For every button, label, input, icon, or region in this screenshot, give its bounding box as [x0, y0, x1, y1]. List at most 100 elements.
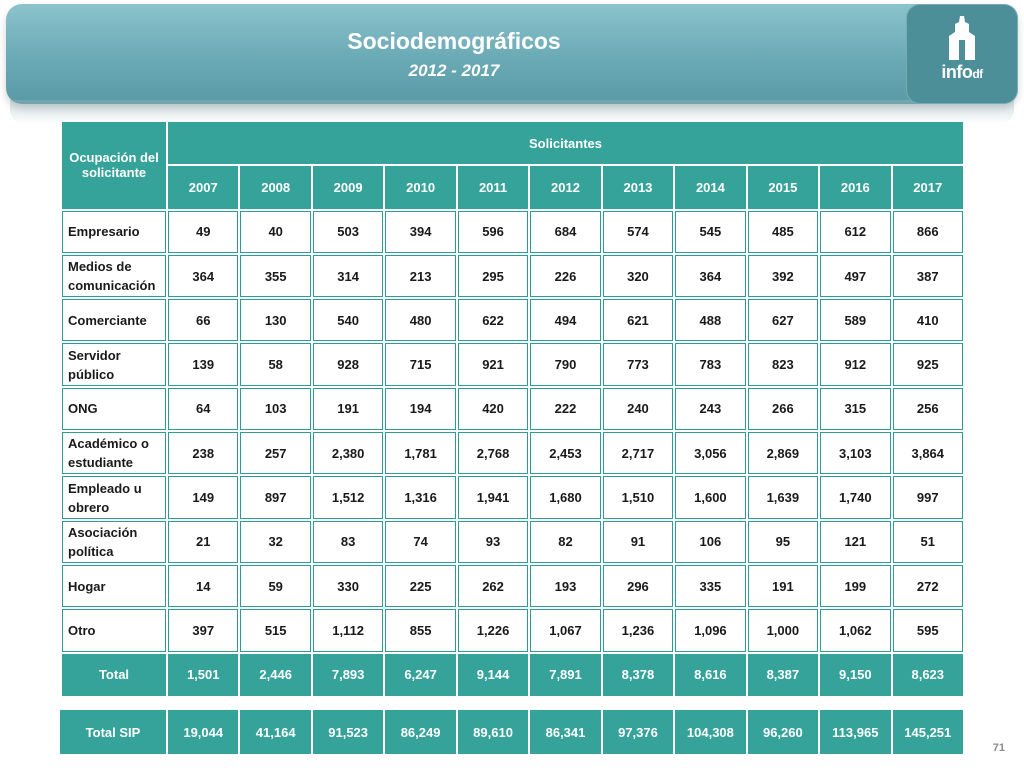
table-cell: 315 — [820, 387, 891, 431]
table-cell: 256 — [892, 387, 963, 431]
table-cell: 66 — [168, 299, 239, 342]
table-cell: 364 — [675, 254, 746, 298]
total-sip-cell: 86,249 — [385, 710, 456, 754]
table-cell: 1,067 — [530, 609, 601, 652]
table-cell: 106 — [675, 520, 746, 563]
group-header: Solicitantes — [168, 122, 963, 165]
table-cell: 272 — [892, 564, 963, 608]
table-cell: 485 — [747, 210, 819, 253]
table-cell: 2,768 — [457, 432, 529, 475]
table-cell: 855 — [385, 609, 456, 652]
table-cell: 103 — [240, 387, 311, 431]
row-label: Comerciante — [62, 299, 166, 342]
table-cell: 320 — [602, 254, 674, 298]
table-cell: 257 — [240, 432, 311, 475]
row-label: Empresario — [62, 210, 166, 253]
table-row: ONG 64 103 191 194 420 222 240 243 266 315 256 — [62, 387, 963, 431]
table-cell: 1,316 — [385, 476, 456, 519]
table-cell: 355 — [240, 254, 311, 298]
table-cell: 997 — [892, 476, 963, 519]
table-row: Académico o estudiante 238 257 2,380 1,781 2,… — [62, 432, 963, 475]
table-cell: 49 — [168, 210, 239, 253]
table-cell: 1,781 — [385, 432, 456, 475]
total-cell: 7,893 — [312, 653, 384, 696]
table-cell: 1,639 — [747, 476, 819, 519]
table-cell: 64 — [168, 387, 239, 431]
table-cell: 314 — [312, 254, 384, 298]
stub-header: Ocupación del solicitante — [62, 122, 166, 209]
total-cell: 9,144 — [457, 653, 529, 696]
total-sip-cell: 86,341 — [530, 710, 601, 754]
table-cell: 51 — [892, 520, 963, 563]
table-cell: 1,062 — [820, 609, 891, 652]
total-sip-cell: 104,308 — [675, 710, 746, 754]
logo-wordmark: infodf — [941, 62, 983, 82]
total-sip-cell: 91,523 — [312, 710, 384, 754]
table-cell: 1,226 — [457, 609, 529, 652]
table-cell: 480 — [385, 299, 456, 342]
table-cell: 410 — [892, 299, 963, 342]
table-cell: 32 — [240, 520, 311, 563]
table-row: Comerciante 66 130 540 480 622 494 621 488 627 589… — [62, 299, 963, 342]
table-cell: 2,869 — [747, 432, 819, 475]
total-row: Total 1,501 2,446 7,893 6,247 9,144 7,891 8,378… — [62, 653, 963, 696]
total-sip-cell: 19,044 — [168, 710, 239, 754]
table-cell: 226 — [530, 254, 601, 298]
total-cell: 6,247 — [385, 653, 456, 696]
table-cell: 240 — [602, 387, 674, 431]
table-cell: 21 — [168, 520, 239, 563]
total-cell: 8,387 — [747, 653, 819, 696]
table-cell: 392 — [747, 254, 819, 298]
table-cell: 612 — [820, 210, 891, 253]
monument-icon — [949, 16, 975, 60]
table-cell: 2,453 — [530, 432, 601, 475]
year-header-row: 2007 2008 2009 2010 2011 2012 2013 2014 2015 2016… — [62, 166, 963, 209]
year-header: 2017 — [892, 166, 963, 209]
total-sip-cell: 113,965 — [820, 710, 891, 754]
table-cell: 684 — [530, 210, 601, 253]
total-sip-cell: 41,164 — [240, 710, 311, 754]
table-cell: 296 — [602, 564, 674, 608]
table-cell: 790 — [530, 343, 601, 386]
table-cell: 74 — [385, 520, 456, 563]
table-cell: 40 — [240, 210, 311, 253]
table-cell: 222 — [530, 387, 601, 431]
title-banner — [6, 4, 1018, 104]
table-cell: 225 — [385, 564, 456, 608]
row-label: Hogar — [62, 564, 166, 608]
year-header: 2013 — [602, 166, 674, 209]
table-row: Empleado u obrero 149 897 1,512 1,316 1,941 1,… — [62, 476, 963, 519]
row-label: Medios de comunicación — [62, 254, 166, 298]
page-title: Sociodemográficos — [347, 28, 561, 54]
table-cell: 397 — [168, 609, 239, 652]
table-cell: 121 — [820, 520, 891, 563]
table-cell: 3,103 — [820, 432, 891, 475]
table-cell: 488 — [675, 299, 746, 342]
total-label: Total — [62, 653, 166, 696]
table-cell: 58 — [240, 343, 311, 386]
total-sip-cell: 96,260 — [747, 710, 819, 754]
table-cell: 59 — [240, 564, 311, 608]
total-cell: 2,446 — [240, 653, 311, 696]
total-sip-label: Total SIP — [60, 710, 166, 754]
table-cell: 266 — [747, 387, 819, 431]
table-cell: 545 — [675, 210, 746, 253]
table-cell: 243 — [675, 387, 746, 431]
total-sip-row: Total SIP 19,044 41,164 91,523 86,249 89,610 8… — [60, 710, 963, 754]
table-cell: 130 — [240, 299, 311, 342]
year-header: 2012 — [530, 166, 601, 209]
table-cell: 866 — [892, 210, 963, 253]
table-cell: 783 — [675, 343, 746, 386]
table-cell: 589 — [820, 299, 891, 342]
row-label: Académico o estudiante — [62, 432, 166, 475]
year-header: 2015 — [747, 166, 819, 209]
table-cell: 1,740 — [820, 476, 891, 519]
page-subtitle: 2012 - 2017 — [408, 61, 500, 80]
table-cell: 364 — [168, 254, 239, 298]
table-cell: 14 — [168, 564, 239, 608]
table-cell: 574 — [602, 210, 674, 253]
table-row: Otro 397 515 1,112 855 1,226 1,067 1,236 1,096 1,… — [62, 609, 963, 652]
table-cell: 928 — [312, 343, 384, 386]
table-cell: 912 — [820, 343, 891, 386]
year-header: 2010 — [385, 166, 456, 209]
